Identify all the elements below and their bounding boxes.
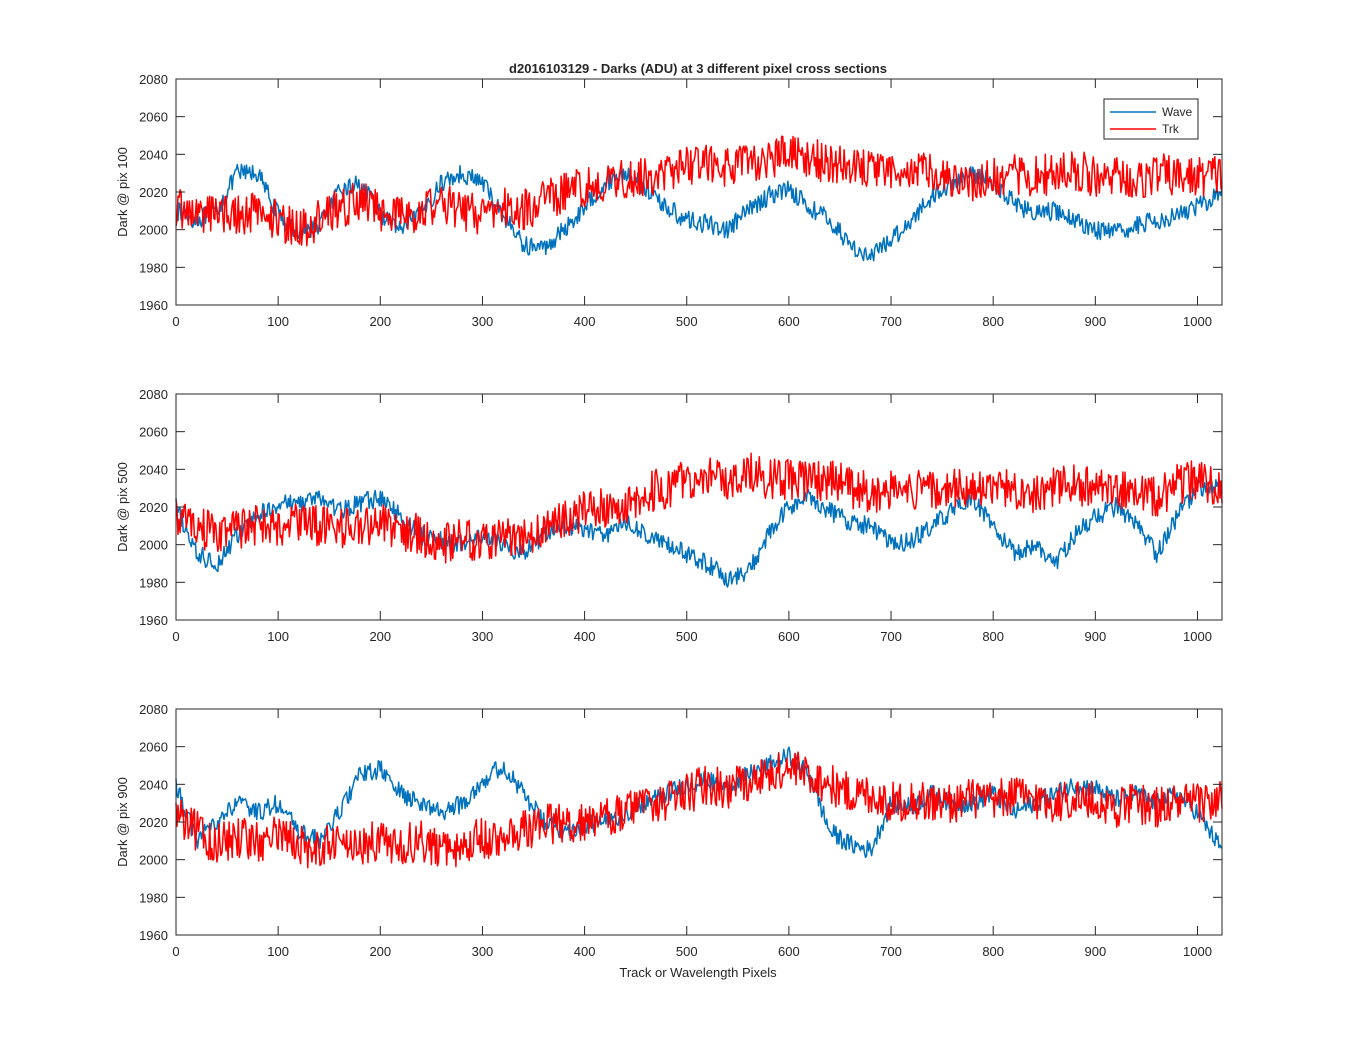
y-tick-label: 2080: [139, 72, 168, 87]
series-line-wave: [175, 478, 1223, 588]
x-tick-label: 500: [676, 314, 698, 329]
x-tick-label: 200: [369, 629, 391, 644]
x-tick-label: 600: [778, 314, 800, 329]
x-tick-label: 900: [1084, 629, 1106, 644]
x-tick-label: 800: [982, 314, 1004, 329]
subplot-3: 0 100 200 300 400 500 600 700 800 900 1000 1960 1980…: [115, 702, 1223, 959]
y-tick-label: 1980: [139, 260, 168, 275]
series-line-trk: [175, 751, 1223, 869]
y-tick-label: 2040: [139, 462, 168, 477]
figure-title: d2016103129 - Darks (ADU) at 3 different…: [509, 61, 887, 76]
y-tick-label: 2060: [139, 425, 168, 440]
y-tick-label: 1980: [139, 890, 168, 905]
y-tick-label: 2020: [139, 500, 168, 515]
y-axis-label: Dark @ pix 500: [115, 462, 130, 552]
subplot-panels: 0 100 200 300 400 500 600 700 800 900 100019601980…: [115, 72, 1223, 959]
x-tick-label: 0: [172, 629, 179, 644]
x-tick-label: 900: [1084, 314, 1106, 329]
y-tick-label: 2000: [139, 853, 168, 868]
y-tick-label: 2000: [139, 538, 168, 553]
y-tick-label: 2020: [139, 185, 168, 200]
plot-area: [176, 709, 1222, 935]
x-tick-label: 300: [472, 314, 494, 329]
y-tick-label: 1960: [139, 613, 168, 628]
legend-box: [1103, 98, 1199, 140]
series-line-trk: [175, 135, 1223, 247]
y-tick-label: 2060: [139, 110, 168, 125]
x-axis-label: Track or Wavelength Pixels: [619, 965, 777, 980]
x-tick-label: 400: [574, 314, 596, 329]
x-tick-label: 100: [267, 944, 289, 959]
x-tick-label: 600: [778, 629, 800, 644]
x-tick-label: 1000: [1183, 629, 1212, 644]
y-tick-label: 2020: [139, 815, 168, 830]
x-tick-label: 600: [778, 944, 800, 959]
x-tick-label: 200: [369, 314, 391, 329]
y-tick-label: 1960: [139, 298, 168, 313]
y-tick-label: 1960: [139, 928, 168, 943]
legend: Wave Trk: [1103, 98, 1199, 140]
plot-area: [176, 394, 1222, 620]
x-tick-label: 500: [676, 944, 698, 959]
y-axis-label: Dark @ pix 900: [115, 777, 130, 867]
legend-label-trk: Trk: [1162, 122, 1180, 136]
subplot-2: 0 100 200 300 400 500 600 700 800 900 1000 1960 1980…: [115, 387, 1223, 644]
x-tick-label: 300: [472, 629, 494, 644]
y-axis-label: Dark @ pix 100: [115, 147, 130, 237]
x-tick-label: 1000: [1183, 944, 1212, 959]
y-tick-label: 2080: [139, 387, 168, 402]
y-tick-label: 2040: [139, 777, 168, 792]
series-line-wave: [175, 163, 1223, 262]
x-tick-label: 100: [267, 314, 289, 329]
x-tick-label: 800: [982, 944, 1004, 959]
x-tick-label: 400: [574, 629, 596, 644]
x-tick-label: 200: [369, 944, 391, 959]
legend-label-wave: Wave: [1162, 105, 1193, 119]
x-tick-label: 100: [267, 629, 289, 644]
x-tick-label: 700: [880, 944, 902, 959]
x-tick-label: 800: [982, 629, 1004, 644]
plot-area: [176, 79, 1222, 305]
y-tick-label: 2060: [139, 740, 168, 755]
x-tick-label: 900: [1084, 944, 1106, 959]
y-tick-label: 2000: [139, 223, 168, 238]
x-tick-label: 700: [880, 314, 902, 329]
subplot-1: 0 100 200 300 400 500 600 700 800 900 1000 1960 1980…: [115, 72, 1223, 329]
x-tick-label: 0: [172, 314, 179, 329]
x-tick-label: 300: [472, 944, 494, 959]
y-tick-label: 1980: [139, 575, 168, 590]
x-tick-label: 1000: [1183, 314, 1212, 329]
x-tick-label: 700: [880, 629, 902, 644]
y-tick-label: 2080: [139, 702, 168, 717]
x-tick-label: 500: [676, 629, 698, 644]
series-line-trk: [175, 452, 1223, 564]
x-tick-label: 0: [172, 944, 179, 959]
x-tick-label: 400: [574, 944, 596, 959]
y-tick-label: 2040: [139, 147, 168, 162]
